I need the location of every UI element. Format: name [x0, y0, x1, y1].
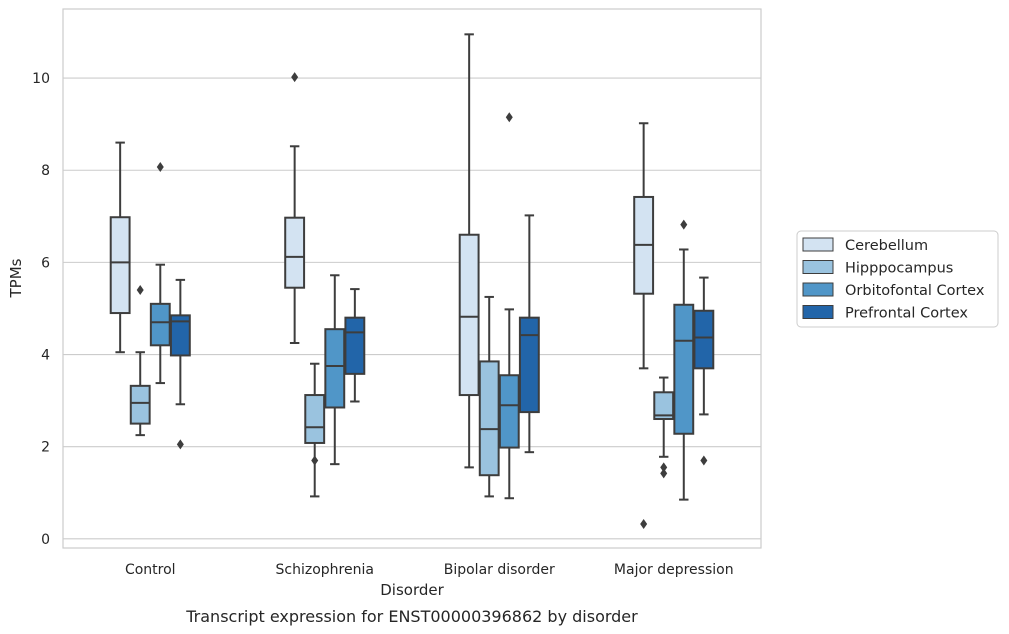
box-series — [109, 33, 715, 530]
box — [304, 362, 326, 498]
y-axis-label: TPMs — [7, 258, 25, 298]
legend-swatch — [802, 305, 834, 319]
outlier-point — [660, 468, 668, 479]
box-iqr — [304, 394, 326, 444]
box — [633, 122, 655, 530]
box-iqr — [109, 216, 131, 315]
box — [653, 376, 675, 479]
box-iqr — [149, 302, 171, 347]
box — [284, 72, 306, 344]
outlier-point — [156, 162, 164, 173]
box — [149, 162, 171, 385]
box — [324, 274, 346, 466]
y-tick-label: 10 — [32, 71, 50, 87]
box-iqr — [693, 309, 715, 370]
box-iqr — [284, 216, 306, 289]
box-iqr — [478, 360, 500, 477]
series-cerebellum — [109, 33, 655, 530]
box-iqr — [169, 314, 191, 357]
box — [344, 288, 366, 403]
y-tick-label: 4 — [41, 348, 50, 364]
x-axis-label: Disorder — [380, 581, 444, 599]
box-iqr — [653, 391, 675, 421]
plot-area-frame — [62, 8, 762, 549]
series-prefrontal-cortex — [169, 214, 715, 466]
legend-swatch — [802, 237, 834, 252]
outlier-point — [176, 439, 184, 450]
x-tick-label: Bipolar disorder — [444, 562, 555, 578]
box-iqr — [344, 316, 366, 375]
legend-label: Cerebellum — [845, 238, 928, 254]
outlier-point — [311, 455, 319, 466]
legend-frame — [796, 230, 999, 328]
box-iqr — [129, 384, 151, 425]
box-iqr — [673, 303, 695, 435]
box-iqr — [498, 374, 520, 449]
legend-label: Hipppocampus — [845, 261, 953, 277]
chart-caption: Transcript expression for ENST0000039686… — [185, 607, 638, 626]
box — [478, 295, 500, 498]
outlier-point — [505, 112, 513, 123]
outlier-point — [660, 462, 668, 473]
box — [518, 214, 540, 454]
x-tick-label: Control — [125, 562, 176, 578]
y-tick-label: 8 — [41, 163, 50, 179]
box — [169, 278, 191, 450]
outlier-point — [680, 219, 688, 230]
outlier-point — [640, 519, 648, 530]
x-axis-ticks: Control Schizophrenia Bipolar disorder Majo… — [125, 562, 734, 578]
outlier-point — [291, 72, 299, 83]
box — [109, 141, 131, 354]
series-orbitofontal-cortex — [149, 112, 695, 501]
box — [458, 33, 480, 469]
box-iqr — [518, 316, 540, 414]
box — [129, 285, 151, 437]
y-tick-label: 6 — [41, 255, 50, 271]
y-tick-label: 0 — [41, 532, 50, 548]
outlier-point — [136, 285, 144, 296]
y-tick-label: 2 — [41, 440, 50, 456]
legend-swatch — [802, 260, 834, 274]
x-tick-label: Schizophrenia — [276, 562, 374, 578]
box — [498, 112, 520, 500]
box — [673, 219, 695, 501]
x-tick-label: Major depression — [614, 562, 734, 578]
legend-label: Prefrontal Cortex — [845, 306, 968, 322]
legend-label: Orbitofontal Cortex — [845, 283, 985, 299]
box-iqr — [458, 233, 480, 397]
legend: Cerebellum Hipppocampus Orbitofontal Corte… — [796, 230, 999, 328]
y-axis-ticks: 0 2 4 6 8 10 — [32, 71, 50, 548]
box — [693, 276, 715, 466]
box-iqr — [324, 328, 346, 409]
outlier-point — [700, 455, 708, 466]
legend-swatch — [802, 282, 834, 297]
series-hipppocampus — [129, 285, 675, 498]
